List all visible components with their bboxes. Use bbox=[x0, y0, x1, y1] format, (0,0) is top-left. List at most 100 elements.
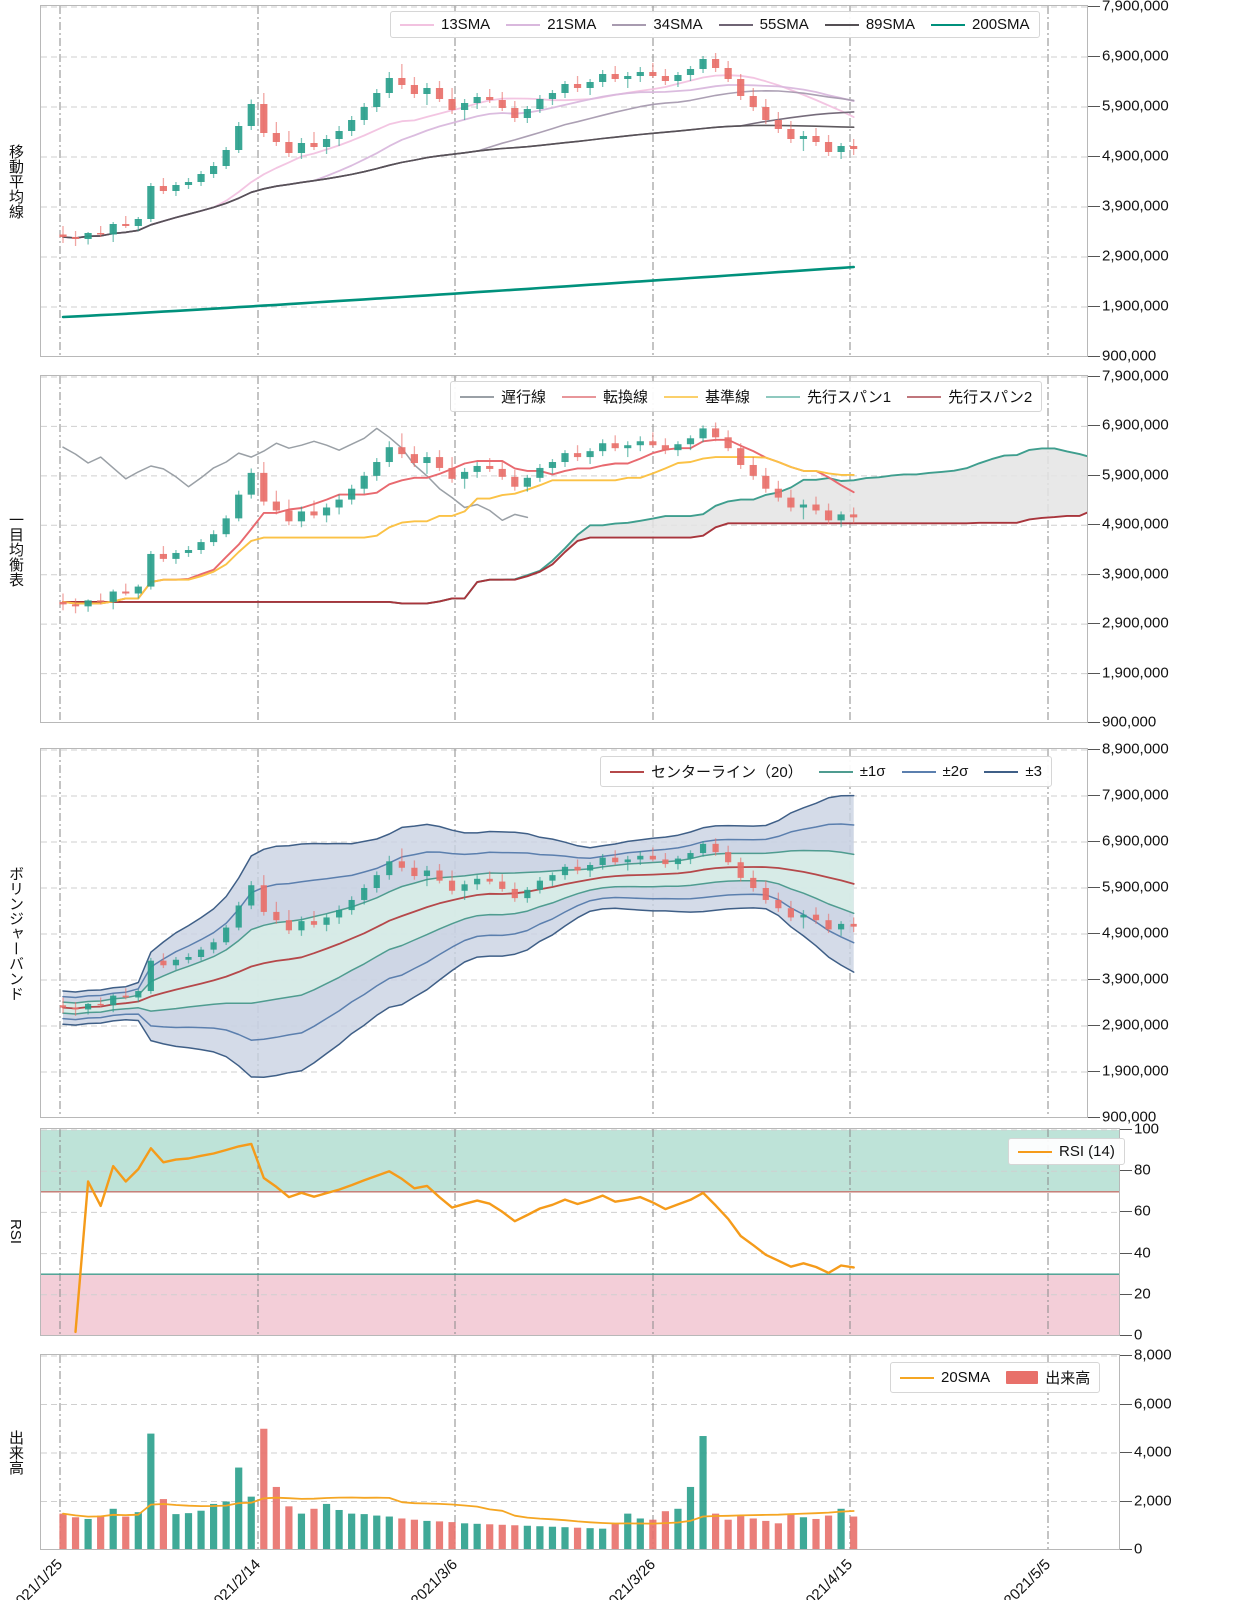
legend-line-icon bbox=[1018, 1150, 1052, 1153]
legend-line-icon bbox=[400, 23, 434, 26]
legend-line-icon bbox=[907, 395, 942, 398]
legend-item-±3[interactable]: ±3 bbox=[984, 763, 1042, 780]
legend-item-センターライン（20）[interactable]: センターライン（20） bbox=[610, 761, 803, 782]
y-axis-tick-mark bbox=[1088, 106, 1100, 107]
legend-item-20SMA[interactable]: 20SMA bbox=[900, 1369, 990, 1386]
panel-title-ichimoku: 一目均衡表 bbox=[7, 511, 24, 587]
y-axis-tick-label: 7,900,000 bbox=[1102, 367, 1169, 385]
legend-moving-average[interactable]: 13SMA 21SMA 34SMA 55SMA 89SMA 200SMA bbox=[390, 11, 1040, 38]
y-axis-tick-label: 3,900,000 bbox=[1102, 970, 1169, 988]
legend-item-±2σ[interactable]: ±2σ bbox=[901, 763, 968, 780]
x-axis-tick-label: 2021/3/26 bbox=[599, 1556, 660, 1600]
legend-line-icon bbox=[824, 23, 859, 26]
y-axis-tick-mark bbox=[1088, 887, 1100, 888]
legend-item-先行スパン2[interactable]: 先行スパン2 bbox=[907, 386, 1032, 407]
legend-ichimoku[interactable]: 遅行線 転換線 基準線 先行スパン1 先行スパン2 bbox=[450, 381, 1043, 412]
y-axis-tick-mark bbox=[1088, 474, 1100, 476]
y-axis-tick-label: 5,900,000 bbox=[1102, 97, 1169, 115]
legend-item-±1σ[interactable]: ±1σ bbox=[818, 763, 886, 780]
y-axis-tick-mark bbox=[1088, 1071, 1100, 1072]
y-axis-tick-mark bbox=[1088, 6, 1100, 7]
x-axis-tick-label: 2021/4/15 bbox=[796, 1556, 857, 1600]
y-axis-tick-mark bbox=[1088, 425, 1100, 427]
legend-line-icon bbox=[901, 770, 936, 773]
legend-item-55SMA[interactable]: 55SMA bbox=[718, 16, 809, 33]
legend-item-遅行線[interactable]: 遅行線 bbox=[460, 386, 546, 407]
y-axis-tick-label: 6,900,000 bbox=[1102, 416, 1169, 434]
y-axis-tick-mark bbox=[1120, 1500, 1132, 1502]
y-axis-tick-label: 20 bbox=[1134, 1285, 1151, 1303]
y-axis-tick-label: 4,900,000 bbox=[1102, 147, 1169, 165]
y-axis-tick-label: 6,900,000 bbox=[1102, 47, 1169, 65]
legend-label: 基準線 bbox=[705, 389, 751, 406]
panel-title-moving-average: 移動平均線 bbox=[7, 143, 24, 219]
plot-area-bollinger bbox=[40, 748, 1088, 1118]
legend-label: 55SMA bbox=[759, 16, 809, 33]
y-axis-tick-mark bbox=[1088, 749, 1100, 750]
legend-item-先行スパン1[interactable]: 先行スパン1 bbox=[766, 386, 891, 407]
y-axis-tick-mark bbox=[1088, 623, 1100, 625]
y-axis-tick-mark bbox=[1120, 1252, 1132, 1254]
legend-item-13SMA[interactable]: 13SMA bbox=[400, 16, 490, 33]
panel-title-volume: 出来高 bbox=[7, 1429, 24, 1475]
legend-swatch-icon bbox=[1006, 1371, 1039, 1384]
legend-item-200SMA[interactable]: 200SMA bbox=[931, 16, 1030, 33]
y-axis-tick-mark bbox=[1120, 1170, 1132, 1172]
y-axis-tick-label: 5,900,000 bbox=[1102, 466, 1169, 484]
y-axis-tick-label: 0 bbox=[1134, 1540, 1143, 1558]
legend-volume[interactable]: 20SMA 出来高 bbox=[890, 1362, 1101, 1393]
y-axis-tick-mark bbox=[1088, 1025, 1100, 1026]
y-axis-tick-label: 1,900,000 bbox=[1102, 1062, 1169, 1080]
y-axis-tick-label: 1,900,000 bbox=[1102, 664, 1169, 682]
legend-item-89SMA[interactable]: 89SMA bbox=[824, 16, 916, 33]
legend-label: 13SMA bbox=[441, 16, 491, 33]
legend-item-RSI (14)[interactable]: RSI (14) bbox=[1018, 1143, 1115, 1160]
legend-label: 34SMA bbox=[653, 16, 703, 33]
legend-line-icon bbox=[664, 395, 699, 398]
legend-line-icon bbox=[718, 23, 753, 26]
panel-title-bollinger: ボリンジャーバンド bbox=[7, 865, 24, 1001]
legend-line-icon bbox=[562, 395, 597, 398]
legend-item-21SMA[interactable]: 21SMA bbox=[506, 16, 596, 33]
legend-line-icon bbox=[931, 23, 966, 26]
legend-rsi[interactable]: RSI (14) bbox=[1008, 1138, 1125, 1165]
y-axis-tick-label: 0 bbox=[1134, 1326, 1143, 1344]
y-axis-tick-mark bbox=[1088, 56, 1100, 57]
legend-label: 200SMA bbox=[972, 16, 1030, 33]
y-axis-tick-mark bbox=[1088, 573, 1100, 575]
legend-item-34SMA[interactable]: 34SMA bbox=[612, 16, 703, 33]
plot-area-ichimoku bbox=[40, 375, 1088, 723]
y-axis-tick-mark bbox=[1088, 306, 1100, 307]
panel-moving-average: 移動平均線 13SMA 21SMA 34SMA 55SMA 89SMA 200SMA bbox=[0, 5, 1238, 357]
legend-label: 89SMA bbox=[865, 16, 916, 33]
y-axis-tick-label: 6,900,000 bbox=[1102, 832, 1169, 850]
y-axis-tick-mark bbox=[1088, 256, 1100, 257]
legend-label: 出来高 bbox=[1045, 1370, 1091, 1387]
panel-rsi: RSI RSI (14) bbox=[0, 1128, 1238, 1336]
y-axis-tick-label: 1,900,000 bbox=[1102, 297, 1169, 315]
y-axis-tick-mark bbox=[1120, 1452, 1132, 1453]
y-axis-tick-label: 100 bbox=[1134, 1120, 1160, 1138]
y-axis-tick-label: 900,000 bbox=[1102, 713, 1157, 731]
x-axis-tick-label: 2021/2/14 bbox=[204, 1556, 265, 1600]
y-axis-tick-mark bbox=[1088, 356, 1100, 357]
y-axis-tick-mark bbox=[1120, 1211, 1132, 1213]
y-axis-tick-mark bbox=[1088, 1117, 1100, 1118]
y-axis-tick-label: 4,900,000 bbox=[1102, 924, 1169, 942]
legend-item-基準線[interactable]: 基準線 bbox=[664, 386, 750, 407]
y-axis-tick-mark bbox=[1088, 795, 1100, 796]
legend-item-転換線[interactable]: 転換線 bbox=[562, 386, 648, 407]
y-axis-tick-mark bbox=[1088, 841, 1100, 842]
y-axis-tick-mark bbox=[1088, 376, 1100, 377]
y-axis-tick-mark bbox=[1120, 1293, 1132, 1295]
legend-label: 先行スパン2 bbox=[948, 389, 1033, 406]
y-axis-tick-mark bbox=[1088, 979, 1100, 980]
y-axis-tick-mark bbox=[1120, 1549, 1132, 1550]
legend-item-出来高[interactable]: 出来高 bbox=[1006, 1367, 1090, 1388]
y-axis-tick-label: 4,000 bbox=[1134, 1443, 1172, 1461]
legend-label: ±3 bbox=[1025, 763, 1042, 780]
legend-bollinger[interactable]: センターライン（20） ±1σ ±2σ ±3 bbox=[600, 756, 1052, 787]
panel-volume: 出来高 20SMA 出来高 bbox=[0, 1354, 1238, 1550]
y-axis-tick-label: 7,900,000 bbox=[1102, 786, 1169, 804]
y-axis-tick-label: 2,900,000 bbox=[1102, 1016, 1169, 1034]
